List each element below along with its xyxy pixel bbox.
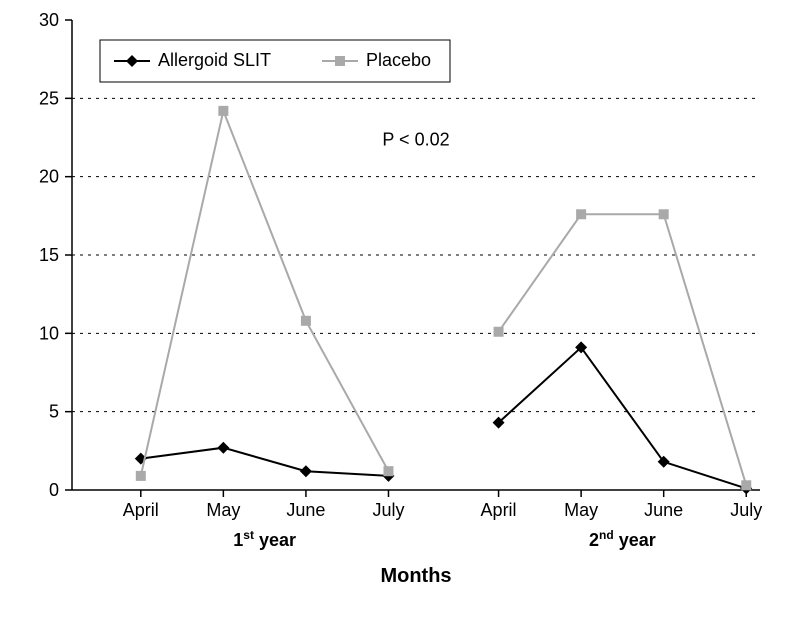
marker-square xyxy=(301,316,311,326)
legend-label: Allergoid SLIT xyxy=(158,50,271,70)
x-tick-label: July xyxy=(372,500,404,520)
y-tick-label: 0 xyxy=(49,480,59,500)
marker-square xyxy=(494,327,504,337)
marker-square xyxy=(218,106,228,116)
x-tick-label: July xyxy=(730,500,762,520)
x-tick-label: May xyxy=(564,500,598,520)
y-tick-label: 30 xyxy=(39,10,59,30)
x-axis-title: Months xyxy=(380,565,451,587)
marker-square xyxy=(659,209,669,219)
x-tick-label: April xyxy=(481,500,517,520)
legend-label: Placebo xyxy=(366,50,431,70)
x-group-label: 2nd year xyxy=(589,528,656,550)
marker-square xyxy=(576,209,586,219)
x-tick-label: June xyxy=(644,500,683,520)
marker-square xyxy=(335,56,345,66)
marker-square xyxy=(741,480,751,490)
x-tick-label: May xyxy=(206,500,240,520)
line-chart: 0 5 10 15 20 25 30 April May June July April May June… xyxy=(0,0,794,629)
x-tick-label: June xyxy=(286,500,325,520)
chart-container: 0 5 10 15 20 25 30 April May June July April May June… xyxy=(0,0,794,629)
y-tick-label: 15 xyxy=(39,245,59,265)
y-tick-label: 10 xyxy=(39,323,59,343)
y-tick-label: 5 xyxy=(49,402,59,422)
marker-square xyxy=(136,471,146,481)
x-group-label: 1st year xyxy=(233,528,296,550)
x-tick-label: April xyxy=(123,500,159,520)
y-tick-label: 25 xyxy=(39,88,59,108)
p-value-label: P < 0.02 xyxy=(382,129,449,149)
marker-square xyxy=(383,466,393,476)
y-tick-label: 20 xyxy=(39,167,59,187)
